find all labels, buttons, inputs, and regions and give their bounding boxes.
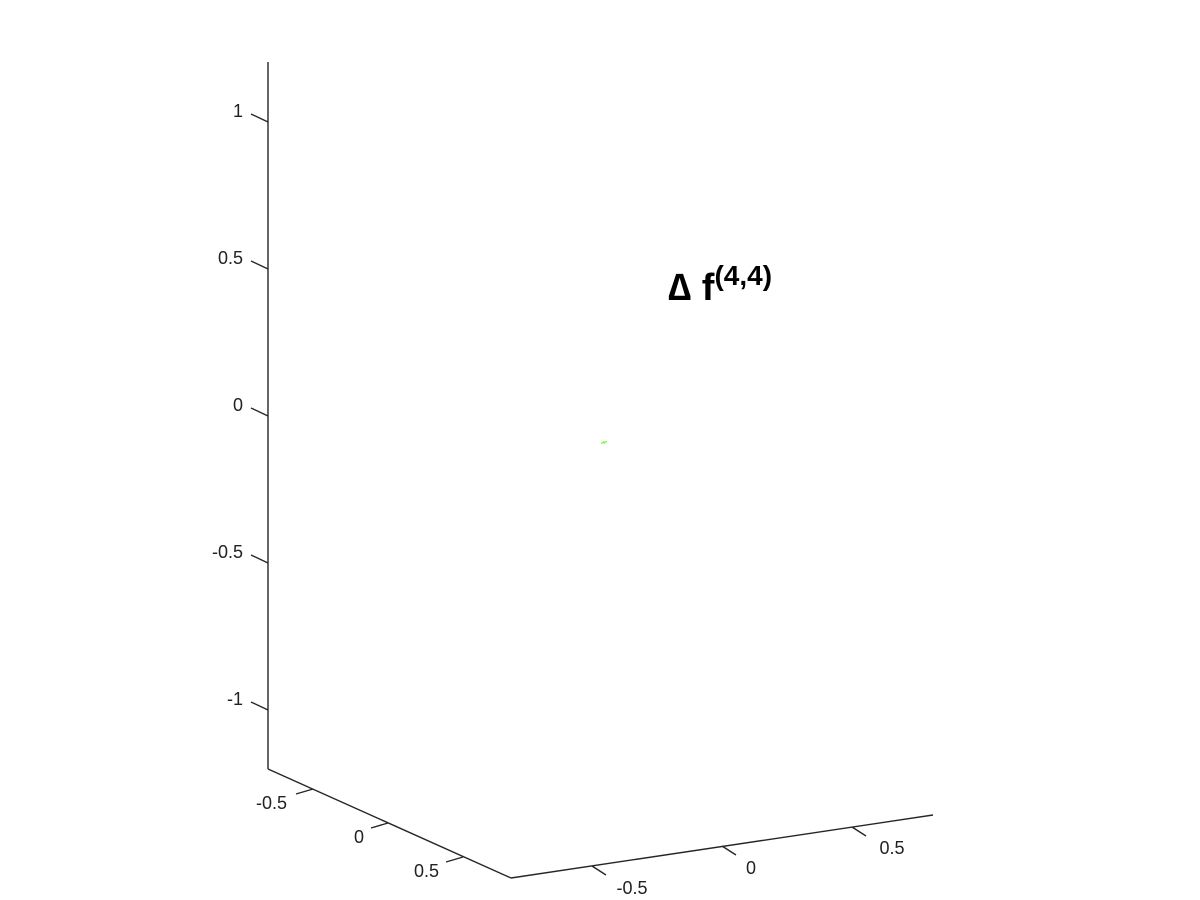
- chart-title: ∆ f(4,4): [668, 260, 772, 309]
- z-tick-mark: [250, 554, 269, 564]
- data-points-layer: [600, 440, 608, 445]
- z-tick-label: 0: [233, 395, 243, 415]
- y-tick-mark: [721, 845, 737, 856]
- data-point: [600, 440, 608, 445]
- y-tick-label: -0.5: [616, 878, 647, 898]
- y-tick-label: 0.5: [879, 838, 904, 858]
- x-tick-label: -0.5: [256, 793, 287, 813]
- y-tick-label: 0: [746, 858, 756, 878]
- z-axis-ticks: 1 0.5 0 -0.5 -1: [212, 101, 269, 711]
- z-tick-label: 0.5: [218, 248, 243, 268]
- x-tick-mark: [295, 788, 314, 795]
- z-tick-mark: [250, 260, 269, 270]
- z-tick-mark: [250, 407, 269, 417]
- x-axis-ticks: -0.5 0 0.5: [256, 788, 464, 881]
- x-tick-label: 0.5: [414, 861, 439, 881]
- axes-3d: 1 0.5 0 -0.5 -1 -0.5 0 0.5 -0.5 0 0.5: [212, 62, 934, 898]
- z-tick-mark: [250, 113, 269, 123]
- z-tick-mark: [250, 701, 269, 711]
- x-tick-mark: [370, 822, 389, 829]
- y-axis-ticks: -0.5 0 0.5: [591, 826, 905, 898]
- x-tick-mark: [445, 856, 464, 863]
- chart-title-prefix: ∆ f: [668, 267, 715, 309]
- z-tick-label: 1: [233, 101, 243, 121]
- x-tick-label: 0: [354, 827, 364, 847]
- chart-title-superscript: (4,4): [714, 260, 772, 291]
- z-tick-label: -0.5: [212, 542, 243, 562]
- z-tick-label: -1: [227, 689, 243, 709]
- y-tick-mark: [591, 865, 607, 876]
- x-axis-line: [267, 768, 512, 879]
- y-tick-mark: [851, 826, 867, 837]
